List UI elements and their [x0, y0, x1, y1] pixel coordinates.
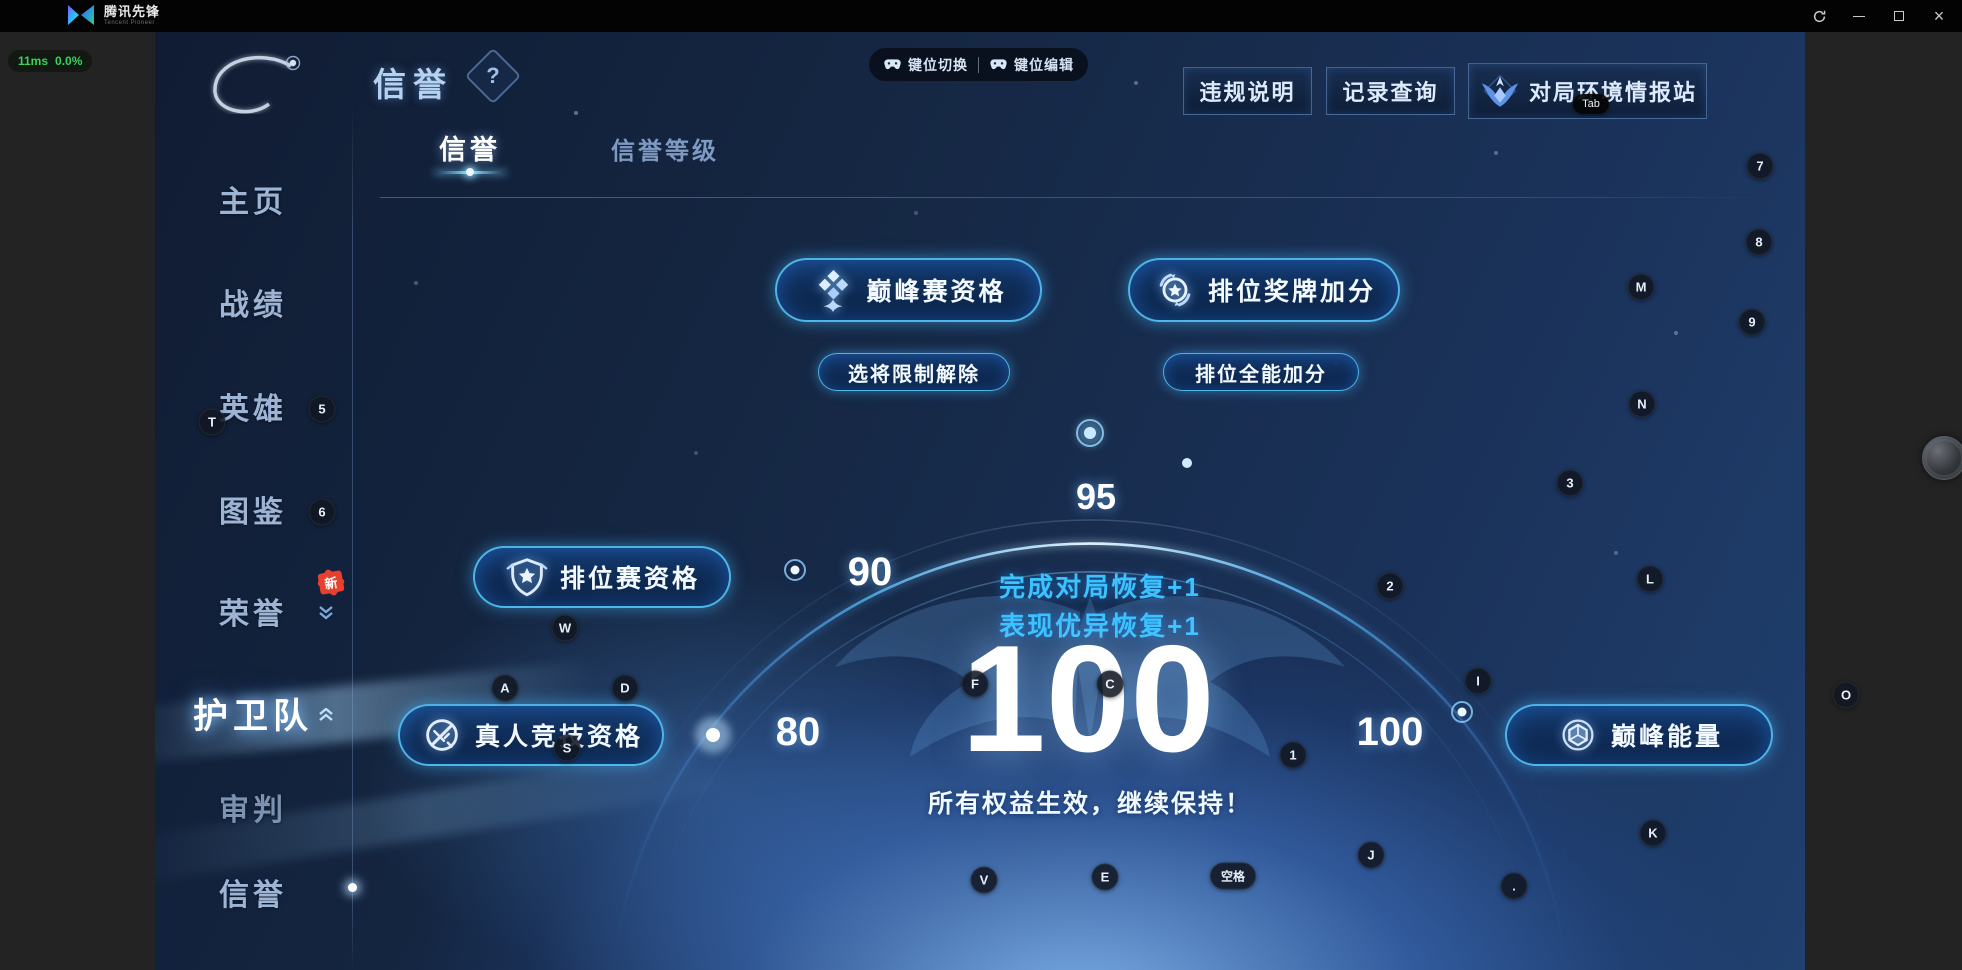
sidebar-divider — [352, 102, 353, 970]
brand: 腾讯先锋 Tencent Pioneer — [66, 3, 160, 27]
letterbox-right — [1805, 32, 1962, 970]
energy-cube-icon — [1562, 719, 1594, 751]
keybind-edit-button[interactable]: 键位编辑 — [989, 55, 1074, 75]
keybind-edit-label: 键位编辑 — [1014, 56, 1074, 73]
violation-info-button[interactable]: 违规说明 — [1183, 67, 1312, 115]
sidebar-item-codex[interactable]: 图鉴 — [219, 496, 287, 529]
maximize-icon[interactable] — [1890, 7, 1908, 25]
sidebar-item-guard[interactable]: 护卫队 — [192, 697, 313, 736]
keybind-pill: 键位切换 键位编辑 — [869, 48, 1088, 81]
medal-star-icon — [1159, 273, 1191, 307]
recovery-rule-2: 表现优异恢复+1 — [999, 611, 1201, 641]
pick-limit-lift-button[interactable]: 选将限制解除 — [818, 353, 1010, 391]
page-title: 信誉 — [373, 66, 453, 103]
diamond-cluster-icon — [819, 270, 849, 313]
gamepad-icon — [884, 59, 901, 70]
peak-qualification-label: 巅峰赛资格 — [866, 278, 1007, 306]
game-viewport: 主页 战绩 英雄 图鉴 荣誉 新 护卫队 审判 信誉 信誉 ? — [155, 32, 1805, 970]
keybind-switch-button[interactable]: 键位切换 — [883, 55, 968, 75]
help-icon[interactable]: ? — [464, 47, 522, 105]
peak-qualification-button[interactable]: 巅峰赛资格 — [775, 258, 1042, 322]
gamepad-icon — [990, 59, 1007, 70]
app-subtitle: Tencent Pioneer — [104, 19, 155, 26]
gauge-mark-90: 90 — [847, 550, 893, 594]
latency-value: 11ms — [18, 54, 49, 68]
new-badge: 新 — [317, 570, 345, 595]
record-query-button[interactable]: 记录查询 — [1326, 67, 1455, 115]
ranked-qualification-button[interactable]: 排位赛资格 — [473, 546, 731, 608]
chevron-down-icon[interactable] — [318, 606, 334, 620]
titlebar: 腾讯先锋 Tencent Pioneer × — [0, 0, 1962, 32]
current-page-dot — [348, 883, 357, 892]
match-env-station-button[interactable]: 对局环境情报站 — [1468, 63, 1707, 119]
sidebar-item-records[interactable]: 战绩 — [219, 289, 287, 322]
letterbox-left: 11ms 0.0% — [0, 32, 155, 970]
app-name: 腾讯先锋 — [104, 3, 161, 19]
section-divider — [380, 197, 1772, 198]
sidebar-item-credit[interactable]: 信誉 — [219, 879, 287, 912]
no-bot-icon — [426, 719, 458, 751]
sidebar-item-heroes[interactable]: 英雄 — [219, 393, 287, 426]
status-message: 所有权益生效，继续保持！ — [927, 790, 1252, 818]
tab-credit[interactable]: 信誉 — [439, 135, 501, 165]
human-pvp-qualification-button[interactable]: 真人竞技资格 — [398, 704, 664, 766]
credit-score: 100 — [961, 614, 1215, 784]
sidebar-item-home[interactable]: 主页 — [219, 186, 287, 219]
ranked-qualification-label: 排位赛资格 — [559, 565, 700, 593]
keybind-switch-label: 键位切换 — [908, 56, 968, 73]
peak-energy-button[interactable]: 巅峰能量 — [1505, 704, 1773, 766]
rank-medal-bonus-label: 排位奖牌加分 — [1207, 278, 1376, 306]
shield-star-icon — [506, 558, 548, 597]
gauge-mark-95: 95 — [1075, 476, 1117, 517]
game-logo-swirl — [212, 55, 301, 114]
eagle-emblem-icon — [1481, 74, 1519, 108]
sidebar-item-judge[interactable]: 审判 — [219, 794, 287, 827]
peak-energy-label: 巅峰能量 — [1610, 723, 1723, 751]
window-controls: × — [1810, 0, 1948, 32]
refresh-icon[interactable] — [1810, 7, 1828, 25]
divider — [978, 56, 979, 73]
background-stars — [155, 32, 157, 34]
rank-medal-bonus-button[interactable]: 排位奖牌加分 — [1128, 258, 1400, 322]
chevron-up-icon[interactable] — [318, 708, 334, 722]
packet-loss-value: 0.0% — [55, 54, 83, 68]
human-pvp-qualification-label: 真人竞技资格 — [474, 723, 643, 751]
latency-badge: 11ms 0.0% — [8, 50, 93, 72]
tab-credit-level[interactable]: 信誉等级 — [611, 138, 719, 165]
gauge-mark-100: 100 — [1356, 710, 1424, 754]
minimize-icon[interactable] — [1850, 7, 1868, 25]
active-tab-dot — [466, 168, 474, 176]
match-env-station-label: 对局环境情报站 — [1529, 80, 1698, 105]
close-icon[interactable]: × — [1933, 5, 1945, 26]
credit-gauge-arc — [587, 419, 1593, 970]
gauge-mark-80: 80 — [775, 710, 821, 754]
recovery-rule-1: 完成对局恢复+1 — [999, 572, 1201, 602]
sidebar-item-honor[interactable]: 荣誉 — [219, 598, 287, 631]
rank-allround-bonus-button[interactable]: 排位全能加分 — [1163, 353, 1359, 391]
tencent-pioneer-logo — [68, 5, 94, 25]
floating-menu-ball[interactable] — [1922, 436, 1962, 480]
